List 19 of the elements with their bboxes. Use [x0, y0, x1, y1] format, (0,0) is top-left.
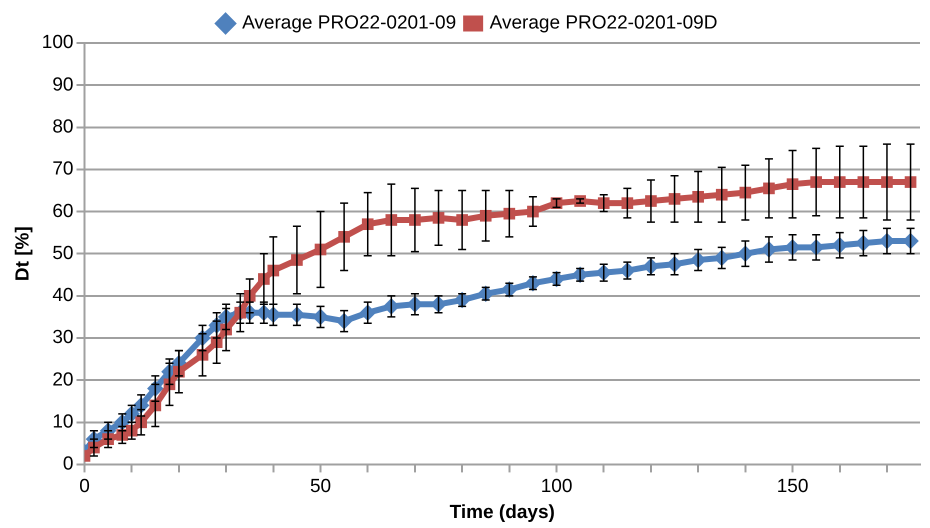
y-tick-label: 20: [52, 369, 74, 390]
y-tick-label: 70: [52, 158, 74, 180]
x-tick-label: 0: [79, 476, 90, 498]
x-tick-label: 150: [776, 476, 808, 498]
y-tick-label: 10: [52, 411, 74, 432]
y-tick-label: 80: [52, 116, 74, 138]
x-tick-label: 50: [310, 476, 332, 498]
y-tick-label: 30: [52, 327, 74, 348]
legend-label: Average PRO22-0201-09D: [490, 12, 718, 34]
y-tick-label: 40: [52, 285, 74, 306]
y-tick-label: 100: [42, 32, 74, 54]
x-axis-title: Time (days): [450, 502, 555, 523]
y-tick-label: 90: [52, 74, 74, 96]
x-tick-label: 100: [540, 476, 572, 498]
y-tick-label: 50: [52, 242, 74, 264]
y-tick-label: 60: [52, 200, 74, 222]
legend-label: Average PRO22-0201-09: [242, 12, 456, 34]
y-axis-title: Dt [%]: [12, 226, 34, 282]
y-tick-label: 0: [62, 454, 74, 475]
